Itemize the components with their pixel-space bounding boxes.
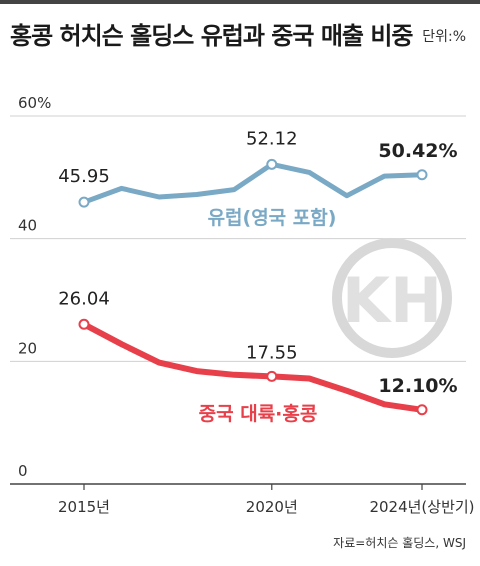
series-name-europe: 유럽(영국 포함) — [208, 207, 337, 229]
data-point-china — [266, 370, 278, 382]
data-point-china — [78, 318, 90, 330]
data-point-china — [416, 404, 428, 416]
y-tick-label: 60% — [18, 94, 51, 112]
series-lines — [78, 158, 428, 416]
x-axis: 2015년 2020년 2024년(상반기) — [58, 484, 475, 516]
x-tick-label: 2020년 — [246, 498, 298, 516]
series-line-china — [81, 321, 425, 413]
data-label-china: 12.10% — [378, 375, 457, 397]
data-label-europe: 50.42% — [378, 140, 457, 162]
data-label-china: 26.04 — [58, 288, 110, 309]
data-label-china: 17.55 — [246, 342, 298, 363]
y-tick-label: 40 — [18, 217, 37, 235]
data-point-europe — [416, 169, 428, 181]
line-chart: 0 20 40 60% KH 45.95 52.12 50.42% 유럽(영국 포함) 26.… — [10, 94, 475, 516]
source-note: 자료=허치슨 홀딩스, WSJ — [333, 536, 466, 550]
series-line-europe — [81, 161, 425, 205]
data-point-europe — [266, 158, 278, 170]
watermark-text: KH — [342, 264, 442, 337]
chart-header: 홍콩 허치슨 홀딩스 유럽과 중국 매출 비중 단위:% — [10, 16, 470, 56]
x-tick-label: 2024년(상반기) — [369, 498, 474, 516]
chart-title: 홍콩 허치슨 홀딩스 유럽과 중국 매출 비중 — [10, 22, 413, 50]
y-tick-label: 0 — [18, 462, 28, 480]
top-rule — [0, 0, 480, 4]
data-label-europe: 52.12 — [246, 128, 298, 149]
data-point-europe — [78, 196, 90, 208]
data-label-europe: 45.95 — [58, 166, 110, 187]
watermark-ring — [332, 238, 452, 358]
x-tick-label: 2015년 — [58, 498, 110, 516]
kh-watermark-logo: KH — [332, 238, 452, 358]
unit-label: 단위:% — [422, 29, 466, 45]
y-axis-ticks: 0 20 40 60% — [18, 94, 51, 480]
data-labels: 45.95 52.12 50.42% 유럽(영국 포함) 26.04 17.55 12.10… — [58, 128, 457, 425]
y-tick-label: 20 — [18, 339, 37, 357]
series-name-china: 중국 대륙·홍콩 — [199, 402, 318, 425]
